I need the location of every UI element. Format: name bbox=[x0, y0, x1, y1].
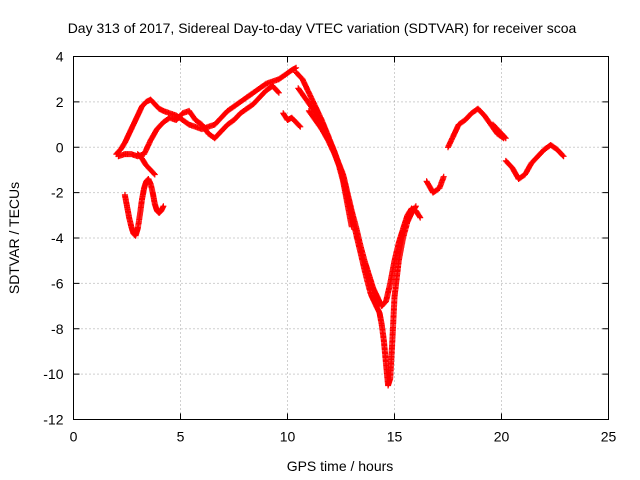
series-markers bbox=[115, 83, 282, 160]
chart-title: Day 313 of 2017, Sidereal Day-to-day VTE… bbox=[68, 20, 577, 36]
series-markers bbox=[502, 142, 567, 182]
y-tick-label: -4 bbox=[51, 230, 64, 246]
grid-lines bbox=[73, 56, 609, 420]
data-series-11 bbox=[489, 121, 509, 142]
y-tick-label: -2 bbox=[51, 185, 64, 201]
series-markers bbox=[121, 176, 167, 239]
y-tick-label: -6 bbox=[51, 275, 64, 291]
data-series-3 bbox=[121, 176, 167, 239]
y-axis-ticks: 4 2 0 -2 -4 -6 -8 -10 -12 bbox=[43, 49, 609, 428]
y-tick-label: 2 bbox=[56, 94, 64, 110]
x-tick-label: 10 bbox=[280, 429, 296, 445]
x-tick-label: 5 bbox=[177, 429, 185, 445]
series-markers bbox=[305, 107, 355, 230]
y-tick-label: 0 bbox=[56, 139, 64, 155]
data-series-1 bbox=[113, 64, 300, 158]
y-axis-label: SDTVAR / TECUs bbox=[6, 182, 22, 294]
y-tick-label: -10 bbox=[43, 366, 63, 382]
series-markers bbox=[113, 64, 300, 158]
series-markers bbox=[423, 173, 447, 196]
plot-area bbox=[113, 64, 567, 389]
data-series-8 bbox=[305, 107, 355, 230]
x-tick-label: 25 bbox=[601, 429, 617, 445]
data-series-5 bbox=[280, 110, 304, 130]
x-tick-label: 15 bbox=[387, 429, 403, 445]
series-markers bbox=[134, 151, 158, 178]
plot-frame bbox=[73, 56, 609, 420]
data-series-12 bbox=[502, 142, 567, 182]
x-axis-ticks: 0 5 10 15 20 25 bbox=[70, 56, 617, 445]
data-series-10 bbox=[445, 105, 507, 151]
data-series-4 bbox=[134, 151, 158, 178]
x-tick-label: 20 bbox=[494, 429, 510, 445]
x-tick-label: 0 bbox=[70, 429, 78, 445]
y-tick-label: 4 bbox=[56, 49, 64, 65]
data-series-9 bbox=[423, 173, 447, 196]
y-tick-label: -8 bbox=[51, 321, 64, 337]
data-series-2 bbox=[115, 83, 282, 160]
y-tick-label: -12 bbox=[43, 412, 63, 428]
x-axis-label: GPS time / hours bbox=[287, 458, 394, 474]
series-markers bbox=[280, 110, 304, 130]
